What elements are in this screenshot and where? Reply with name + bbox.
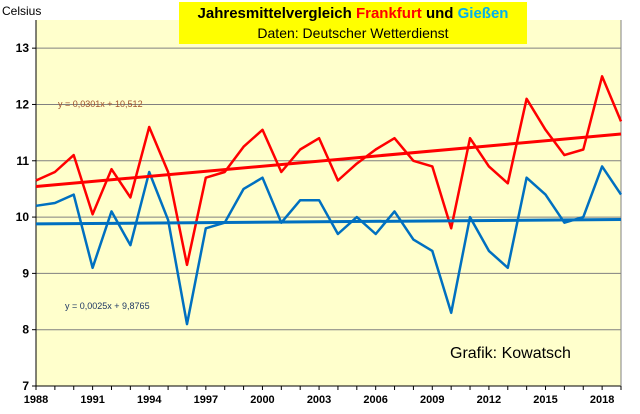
plot-area bbox=[36, 20, 621, 386]
x-tick-label-1988: 1988 bbox=[24, 394, 48, 406]
title-part-3: und bbox=[425, 5, 454, 22]
chart-credit: Grafik: Kowatsch bbox=[450, 345, 571, 362]
x-tick-label-2000: 2000 bbox=[250, 394, 274, 406]
x-tick-label-1994: 1994 bbox=[137, 394, 162, 406]
x-tick-label-2018: 2018 bbox=[590, 394, 614, 406]
x-tick-label-2003: 2003 bbox=[307, 394, 331, 406]
y-tick-label-9: 9 bbox=[22, 266, 29, 280]
title-part-1: Jahresmittelvergleich bbox=[197, 5, 352, 22]
title-part-2: Frankfurt bbox=[355, 5, 422, 22]
title-part-4: Gießen bbox=[457, 5, 509, 22]
y-tick-label-12: 12 bbox=[16, 97, 30, 111]
x-tick-label-1997: 1997 bbox=[194, 394, 218, 406]
x-tick-label-2015: 2015 bbox=[533, 394, 557, 406]
y-tick-label-7: 7 bbox=[22, 379, 29, 393]
x-tick-label-1991: 1991 bbox=[80, 394, 104, 406]
y-tick-label-8: 8 bbox=[22, 323, 29, 337]
y-tick-label-11: 11 bbox=[16, 154, 29, 168]
x-tick-label-2012: 2012 bbox=[477, 394, 501, 406]
trendline-0 bbox=[35, 132, 622, 189]
y-tick-label-10: 10 bbox=[16, 210, 30, 224]
chart-title-box: Jahresmittelvergleich Frankfurt und Gieß… bbox=[179, 2, 527, 44]
x-tick-label-2009: 2009 bbox=[420, 394, 444, 406]
chart-subtitle: Daten: Deutscher Wetterdienst bbox=[257, 25, 449, 41]
trendline-label-frankfurt: y = 0,0301x + 10,512 bbox=[58, 99, 143, 109]
y-tick-label-13: 13 bbox=[16, 41, 30, 55]
y-axis-label: Celsius bbox=[2, 4, 42, 18]
x-tick-label-2006: 2006 bbox=[363, 394, 387, 406]
chart-title: Jahresmittelvergleich Frankfurt und Gieß… bbox=[179, 4, 527, 24]
trendline-label-giessen: y = 0,0025x + 9,8765 bbox=[65, 301, 150, 311]
trendline-1 bbox=[35, 218, 622, 226]
series-line-1 bbox=[35, 165, 623, 326]
